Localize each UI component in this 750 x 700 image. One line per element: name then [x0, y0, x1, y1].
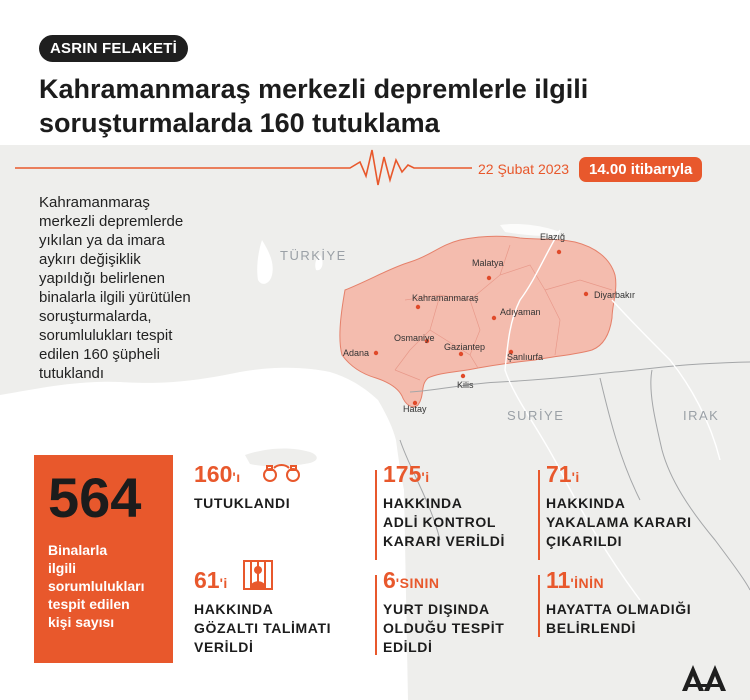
stat-abroad: 6'SININ YURT DIŞINDA OLDUĞU TESPİT EDİLD…	[383, 567, 504, 657]
intro-line: binalarla ilgili yürütülen	[39, 289, 191, 306]
stat-number-line: 160'ı	[194, 461, 290, 490]
country-label-suriye: SURİYE	[507, 408, 565, 423]
page-title: Kahramanmaraş merkezli depremlerle ilgil…	[39, 72, 719, 140]
caption-line: sorumlulukları	[48, 578, 145, 594]
stat-number: 61	[194, 567, 220, 593]
stat-suffix: 'i	[571, 469, 580, 485]
stat-text: HAKKINDA GÖZALTI TALİMATI VERİLDİ	[194, 600, 331, 657]
date-label: 22 Şubat 2023	[478, 161, 570, 177]
divider	[375, 470, 377, 560]
stat-detention-order: 61'i HAKKINDA GÖZALTI TALİMATI VERİLDİ	[194, 567, 331, 657]
divider	[375, 575, 377, 655]
stat-number: 175	[383, 461, 422, 487]
title-line: soruşturmalarda 160 tutuklama	[39, 108, 440, 138]
divider	[538, 575, 540, 637]
aa-logo	[682, 665, 726, 691]
reservoir-3	[315, 255, 323, 271]
stat-judicial-control: 175'i HAKKINDA ADLİ KONTROL KARARI VERİL…	[383, 461, 505, 551]
city-label: Kilis	[457, 380, 474, 390]
intro-line: tutuklandı	[39, 365, 105, 382]
stat-line: ADLİ KONTROL	[383, 514, 496, 530]
cyprus	[245, 448, 317, 467]
stat-line: GÖZALTI TALİMATI	[194, 620, 332, 636]
intro-line: sorumlulukları tespit	[39, 327, 173, 344]
stat-number: 160	[194, 461, 233, 487]
stat-number-line: 11'İNİN	[546, 567, 691, 596]
stat-line: YAKALAMA KARARI	[546, 514, 692, 530]
intro-line: merkezli depremlerde	[39, 213, 184, 230]
caption-line: ilgili	[48, 560, 76, 576]
stat-line: HAYATTA OLMADIĞI	[546, 601, 692, 617]
stat-number-line: 71'i	[546, 461, 692, 490]
reservoir-2	[500, 223, 560, 236]
intro-line: yapıldığı belirlenen	[39, 270, 165, 287]
total-number: 564	[48, 466, 142, 529]
title-line: Kahramanmaraş merkezli depremlerle ilgil…	[39, 74, 589, 104]
prisoner-icon	[243, 560, 273, 590]
stat-line: BELİRLENDİ	[546, 620, 636, 636]
stat-line: EDİLDİ	[383, 639, 433, 655]
stat-suffix: 'i	[219, 575, 228, 591]
stat-line: HAKKINDA	[194, 601, 274, 617]
intro-line: soruşturmalarda,	[39, 308, 152, 325]
intro-line: Kahramanmaraş	[39, 194, 150, 211]
intro-line: edilen 160 şüpheli	[39, 346, 160, 363]
stat-arrested: 160'ı TUTUKLANDI	[194, 461, 290, 513]
stat-line: KARARI VERİLDİ	[383, 533, 505, 549]
stat-suffix: 'i	[421, 469, 430, 485]
time-badge: 14.00 itibarıyla	[579, 157, 703, 182]
country-label-irak: IRAK	[683, 408, 720, 423]
caption-line: kişi sayısı	[48, 614, 115, 630]
stat-number-line: 175'i	[383, 461, 505, 490]
city-label: Adıyaman	[500, 307, 541, 317]
seismograph-line	[15, 149, 472, 186]
stat-suffix: 'ı	[232, 469, 241, 485]
stat-text: HAKKINDA ADLİ KONTROL KARARI VERİLDİ	[383, 494, 505, 551]
stat-suffix: 'İNİN	[570, 575, 605, 591]
stat-number: 6	[383, 567, 396, 593]
city-label: Gaziantep	[444, 342, 486, 352]
stat-line: ÇIKARILDI	[546, 533, 623, 549]
category-badge: ASRIN FELAKETİ	[39, 35, 188, 62]
city-label: Diyarbakır	[594, 290, 636, 300]
city-label: Şanlıurfa	[507, 352, 544, 362]
total-caption: Binalarla ilgili sorumlulukları tespit e…	[48, 541, 159, 631]
stat-line: VERİLDİ	[194, 639, 254, 655]
caption-line: Binalarla	[48, 542, 108, 558]
stat-line: HAKKINDA	[546, 495, 626, 511]
divider	[538, 470, 540, 560]
stat-suffix: 'SININ	[395, 575, 440, 591]
caption-line: tespit edilen	[48, 596, 130, 612]
stat-number-line: 61'i	[194, 567, 331, 596]
stat-number: 11	[546, 567, 571, 593]
summary-box: 564 Binalarla ilgili sorumlulukları tesp…	[34, 455, 173, 663]
stat-text: HAKKINDA YAKALAMA KARARI ÇIKARILDI	[546, 494, 692, 551]
stat-text: TUTUKLANDI	[194, 494, 290, 513]
stat-line: OLDUĞU TESPİT	[383, 620, 505, 636]
city-label: Malatya	[472, 258, 504, 268]
stat-arrest-warrant: 71'i HAKKINDA YAKALAMA KARARI ÇIKARILDI	[546, 461, 692, 551]
handcuffs-icon	[263, 464, 300, 482]
city-label: Hatay	[403, 404, 427, 414]
stat-number: 71	[546, 461, 572, 487]
intro-line: yıkılan ya da imara	[39, 232, 165, 249]
city-label: Osmaniye	[394, 333, 435, 343]
intro-text: Kahramanmaraş merkezli depremlerde yıkıl…	[39, 193, 259, 383]
stat-number-line: 6'SININ	[383, 567, 504, 596]
stat-text: HAYATTA OLMADIĞI BELİRLENDİ	[546, 600, 691, 638]
intro-line: aykırı değişiklik	[39, 251, 141, 268]
affected-region	[339, 235, 617, 408]
stat-deceased: 11'İNİN HAYATTA OLMADIĞI BELİRLENDİ	[546, 567, 691, 638]
stat-line: HAKKINDA	[383, 495, 463, 511]
stat-line: YURT DIŞINDA	[383, 601, 490, 617]
city-label: Kahramanmaraş	[412, 293, 479, 303]
reservoir-1	[257, 240, 273, 284]
country-label-turkiye: TÜRKİYE	[280, 248, 347, 263]
stat-text: YURT DIŞINDA OLDUĞU TESPİT EDİLDİ	[383, 600, 504, 657]
city-label: Adana	[343, 348, 370, 358]
stat-line: TUTUKLANDI	[194, 495, 291, 511]
city-label: Elazığ	[540, 232, 566, 242]
